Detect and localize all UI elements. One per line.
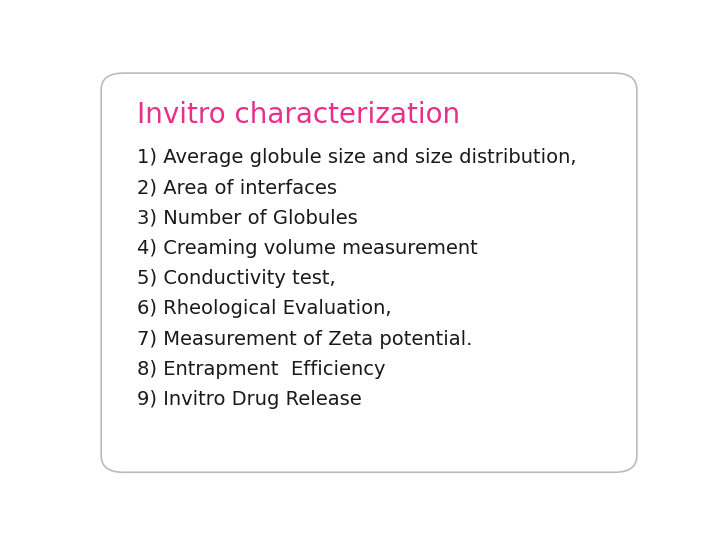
Text: 8) Entrapment  Efficiency: 8) Entrapment Efficiency bbox=[138, 360, 386, 379]
FancyBboxPatch shape bbox=[101, 73, 637, 472]
Text: 3) Number of Globules: 3) Number of Globules bbox=[138, 208, 358, 227]
Text: 2) Area of interfaces: 2) Area of interfaces bbox=[138, 178, 338, 197]
Text: 1) Average globule size and size distribution,: 1) Average globule size and size distrib… bbox=[138, 147, 577, 167]
Text: Invitro characterization: Invitro characterization bbox=[138, 101, 461, 129]
Text: 4) Creaming volume measurement: 4) Creaming volume measurement bbox=[138, 239, 478, 258]
Text: 5) Conductivity test,: 5) Conductivity test, bbox=[138, 269, 336, 288]
Text: 6) Rheological Evaluation,: 6) Rheological Evaluation, bbox=[138, 300, 392, 319]
Text: 7) Measurement of Zeta potential.: 7) Measurement of Zeta potential. bbox=[138, 330, 473, 349]
Text: 9) Invitro Drug Release: 9) Invitro Drug Release bbox=[138, 390, 362, 409]
